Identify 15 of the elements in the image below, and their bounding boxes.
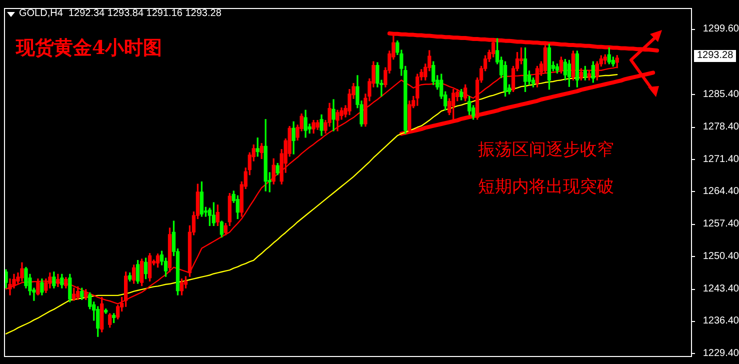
y-tick-label: 1250.40 <box>702 250 739 262</box>
text: 1293.28 <box>694 50 736 62</box>
annotation: 振荡区间逐步收窄 <box>478 139 614 161</box>
annotation: 短期内将出现突破 <box>478 176 614 198</box>
y-tick-label: 1285.40 <box>702 89 739 100</box>
text: 现货黄金4小时图 <box>16 36 162 61</box>
y-tick-label: 1243.40 <box>702 283 739 294</box>
y-tick-label: 1299.60 <box>702 24 739 35</box>
y-tick-label: 1271.40 <box>702 154 739 165</box>
chart-subtitle: GOLD,H4 1292.34 1293.84 1291.16 1293.28 <box>19 8 222 19</box>
y-tick-label: 1236.40 <box>702 316 739 327</box>
y-tick-label: 1264.40 <box>702 186 739 198</box>
y-tick-label: 1278.40 <box>702 122 739 133</box>
y-tick-label: 1257.40 <box>702 218 739 230</box>
y-tick-label: 1229.40 <box>702 348 739 359</box>
